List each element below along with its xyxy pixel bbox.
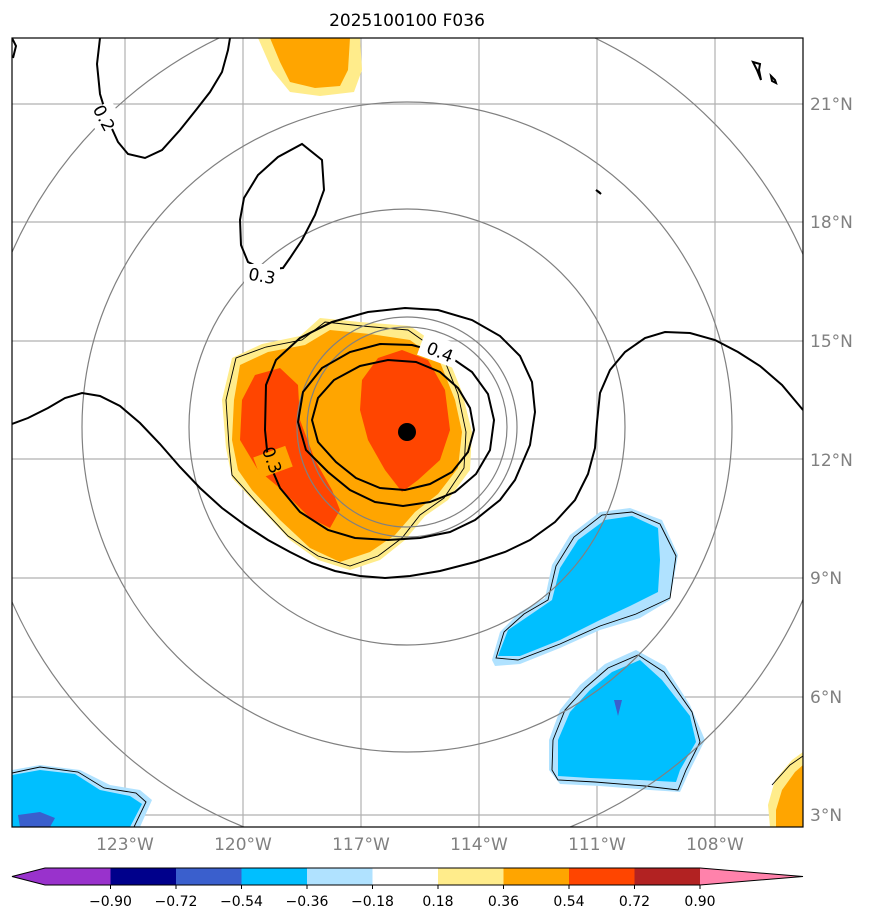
lon-label: 111°W (568, 835, 626, 855)
colorbar-segment (438, 868, 504, 885)
colorbar-tick-label: 0.72 (619, 894, 650, 910)
lon-label: 114°W (450, 835, 508, 855)
colorbar-tick-label: −0.18 (351, 894, 394, 910)
colorbar: −0.90 −0.72 −0.54 −0.36 −0.18 0.18 0.36 0.54 0.7… (11, 867, 804, 910)
colorbar-segment (241, 868, 308, 885)
latitude-labels: 21°N 18°N 15°N 12°N 9°N 6°N 3°N (810, 95, 853, 826)
shading-outlines (12, 321, 803, 827)
colorbar-tick-label: 0.54 (553, 894, 584, 910)
map-frame (11, 37, 804, 828)
colorbar-tick-label: 0.90 (684, 894, 715, 910)
colorbar-tick-label: −0.72 (155, 894, 198, 910)
colorbar-extension-high (700, 868, 803, 885)
colorbar-segment (372, 868, 439, 885)
lat-label: 3°N (810, 806, 842, 826)
colorbar-ticks: −0.90 −0.72 −0.54 −0.36 −0.18 0.18 0.36 0.54 0.7… (89, 885, 716, 910)
lon-label: 123°W (96, 835, 154, 855)
lon-label: 120°W (214, 835, 272, 855)
colorbar-segments (11, 867, 804, 886)
negative-anomaly-shading (12, 508, 705, 827)
lat-label: 15°N (810, 332, 853, 352)
longitude-labels: 123°W 120°W 117°W 114°W 111°W 108°W (96, 835, 744, 855)
colorbar-tick-label: −0.36 (286, 894, 329, 910)
lat-label: 18°N (810, 213, 853, 233)
colorbar-segment (176, 868, 242, 885)
colorbar-segment (503, 868, 570, 885)
colorbar-segment (634, 868, 701, 885)
colorbar-extension-low (12, 868, 45, 885)
colorbar-segment (307, 868, 373, 885)
colorbar-outline (11, 867, 804, 886)
colorbar-segment (110, 868, 177, 885)
lat-label: 6°N (810, 688, 842, 708)
colorbar-tick-label: −0.90 (89, 894, 132, 910)
colorbar-tick-label: 0.36 (488, 894, 519, 910)
range-circles (12, 38, 803, 827)
lat-label: 21°N (810, 95, 853, 115)
lat-label: 12°N (810, 451, 853, 471)
lat-label: 9°N (810, 569, 842, 589)
map-area: 0.2 0.3 0.4 0.3 (12, 38, 803, 827)
map-title: 2025100100 F036 (329, 11, 485, 31)
colorbar-segment (45, 868, 111, 885)
colorbar-tick-label: −0.54 (220, 894, 263, 910)
colorbar-segment (569, 868, 635, 885)
lon-label: 117°W (332, 835, 390, 855)
lon-label: 108°W (686, 835, 744, 855)
contour-label: 0.3 (247, 265, 277, 289)
storm-center-marker (398, 423, 416, 441)
contour-lines (12, 38, 803, 580)
colorbar-tick-label: 0.18 (422, 894, 453, 910)
